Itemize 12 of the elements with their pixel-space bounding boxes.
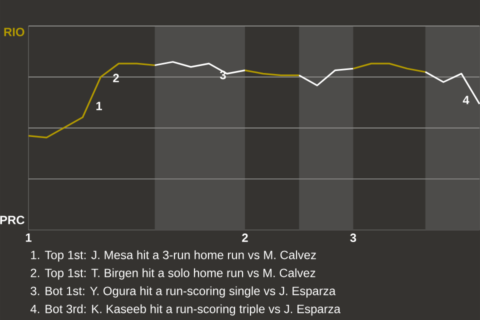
text: RIO xyxy=(4,28,24,36)
x-tick-label: 3 xyxy=(350,234,356,242)
annotation: 1 xyxy=(96,102,102,110)
text: 3. Bot 1st: Y. Ogura hit a run-scoring single vs J. Esparza xyxy=(30,286,336,298)
x-tick-label: 1 xyxy=(26,234,32,242)
text: 1. Top 1st: J. Mesa hit a 3-run home run vs M. Calvez xyxy=(31,250,316,262)
annotation: 4 xyxy=(462,96,470,104)
text: 2. Top 1st: T. Birgen hit a solo home run vs M. Calvez xyxy=(30,268,316,280)
annotation: 2 xyxy=(113,74,119,82)
x-tick-label: 2 xyxy=(242,234,248,242)
text: 4. Bot 3rd: K. Kaseeb hit a run-scoring triple vs J. Esparza xyxy=(30,304,341,316)
text: PRC xyxy=(0,216,24,224)
